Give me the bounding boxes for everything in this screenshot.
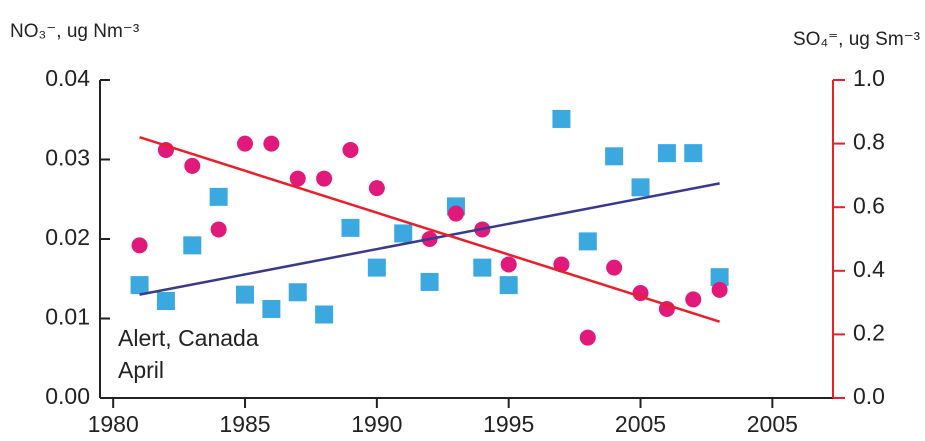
square-point (341, 218, 360, 237)
trend-line (139, 136, 721, 323)
square-point (156, 292, 175, 311)
y2-tick-label: 0.4 (853, 256, 885, 282)
circle-point (553, 256, 570, 273)
circle-point (184, 157, 201, 174)
square-point (394, 224, 413, 243)
square-point (473, 258, 492, 277)
square-point (578, 232, 597, 251)
y2-tick-label: 0.6 (853, 192, 885, 218)
square-point (552, 109, 571, 128)
circle-point (263, 135, 280, 152)
x-tick-label: 1995 (483, 411, 534, 437)
square-point (605, 147, 624, 166)
square-point (631, 178, 650, 197)
y-tick-label: 0.03 (45, 145, 90, 171)
y-tick-label: 0.01 (45, 304, 90, 330)
square-point (367, 258, 386, 277)
y-tick-label: 0.04 (45, 65, 90, 91)
circle-point (237, 135, 254, 152)
square-point (183, 236, 202, 255)
square-point (209, 187, 228, 206)
square-point (710, 268, 729, 287)
y2-axis-label: SO₄⁼, ug Sm⁻³ (793, 29, 920, 50)
circle-point (131, 237, 148, 254)
y-tick-label: 0.02 (45, 224, 90, 250)
square-point (130, 276, 149, 295)
square-point (236, 285, 255, 304)
y2-tick-label: 1.0 (853, 65, 885, 91)
annotation: Alert, Canada (118, 325, 259, 351)
circle-point (316, 170, 333, 187)
y-tick-label: 0.00 (45, 383, 90, 409)
circle-point (447, 205, 464, 222)
x-tick-label: 2005 (747, 411, 798, 437)
square-point (315, 305, 334, 324)
circle-point (579, 329, 596, 346)
x-tick-label: 1980 (88, 411, 139, 437)
x-tick-label: 2005 (615, 411, 666, 437)
square-point (288, 283, 307, 302)
square-point (657, 144, 676, 163)
y2-tick-label: 0.8 (853, 129, 885, 155)
circle-point (368, 180, 385, 197)
square-point (262, 299, 281, 318)
y-axis-label: NO₃⁻, ug Nm⁻³ (10, 21, 139, 42)
annotation: April (118, 357, 164, 383)
circle-point (500, 256, 517, 273)
square-point (420, 272, 439, 291)
x-tick-label: 1985 (219, 411, 270, 437)
circle-point (342, 141, 359, 158)
circle-point (289, 170, 306, 187)
square-point (684, 144, 703, 163)
trend-line (139, 182, 720, 296)
y2-tick-label: 0.0 (853, 383, 885, 409)
circle-point (711, 281, 728, 298)
square-point (499, 276, 518, 295)
x-tick-label: 1990 (351, 411, 402, 437)
y2-tick-label: 0.2 (853, 319, 885, 345)
circle-point (210, 221, 227, 238)
circle-point (685, 291, 702, 308)
circle-point (606, 259, 623, 276)
